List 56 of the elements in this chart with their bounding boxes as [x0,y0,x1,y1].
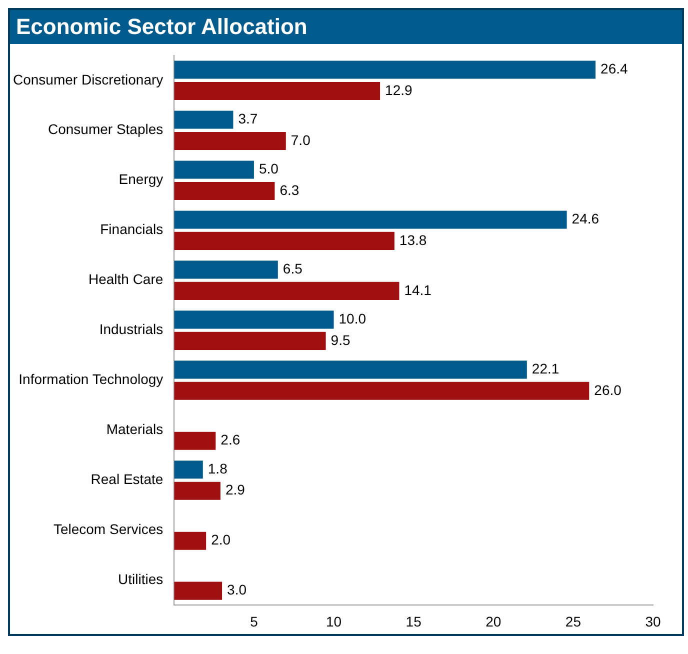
y-tick-label: Utilities [118,571,164,588]
y-tick-label: Information Technology [18,371,164,388]
y-tick-label: Consumer Staples [48,121,164,138]
data-label: 2.9 [225,482,246,498]
y-tick-label: Materials [106,421,164,438]
x-tick-label: 5 [250,613,258,630]
data-label: 9.5 [330,332,350,348]
bar [174,232,394,250]
data-label: 24.6 [572,210,600,227]
y-tick-label: Industrials [99,321,164,338]
data-label: 26.4 [600,60,628,77]
data-label: 3.0 [227,582,247,598]
x-tick-label: 25 [565,613,582,630]
bar [174,532,206,550]
bar [174,82,380,100]
bar [174,332,326,350]
data-label: 10.0 [338,310,366,327]
bar [174,482,220,500]
data-label: 7.0 [290,132,311,148]
bar [174,432,216,450]
bar [174,210,567,229]
bar [174,160,254,179]
data-label: 13.8 [399,232,427,248]
y-tick-label: Health Care [88,271,164,288]
bar [174,110,234,129]
data-label: 2.0 [211,532,231,548]
data-label: 1.8 [208,460,228,476]
y-tick-label: Consumer Discretionary [12,71,164,88]
data-label: 2.6 [220,432,240,448]
data-label: 26.0 [594,382,622,398]
bar [174,260,278,279]
x-tick-label: 10 [326,613,342,630]
x-tick-label: 20 [486,613,502,630]
x-tick-label: 30 [645,613,661,630]
data-label: 12.9 [385,82,413,98]
y-tick-label: Real Estate [90,471,164,488]
bar [174,182,275,200]
bar [174,360,527,379]
bar [174,310,334,329]
bar [174,460,203,479]
data-label: 6.3 [280,182,300,198]
y-tick-label: Financials [100,221,164,238]
bar [174,282,400,300]
y-tick-label: Telecom Services [53,521,164,538]
data-label: 14.1 [404,282,432,298]
data-label: 6.5 [282,260,303,277]
bar [174,382,590,400]
bar [174,132,286,150]
y-tick-label: Energy [118,171,164,188]
data-label: 22.1 [532,360,560,377]
bar [174,60,596,79]
x-tick-label: 15 [406,613,422,630]
bar [174,582,222,600]
data-label: 3.7 [238,110,258,127]
chart-title: Economic Sector Allocation [10,10,682,44]
data-label: 5.0 [258,160,279,177]
